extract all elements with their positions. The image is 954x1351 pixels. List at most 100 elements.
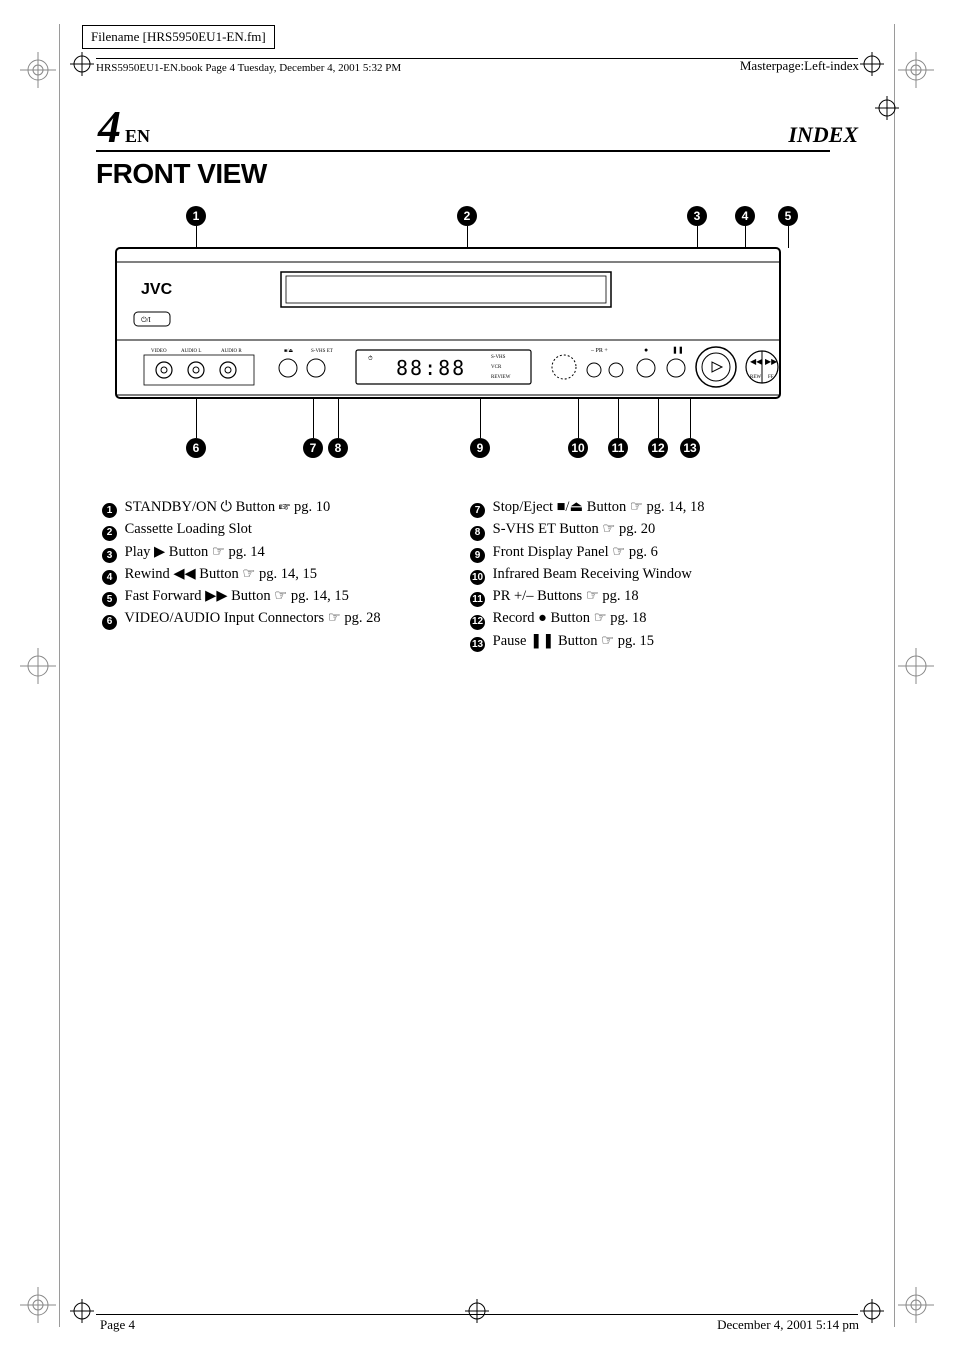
svg-text:❚❚: ❚❚ bbox=[672, 346, 684, 354]
vcr-svg: JVC ⏻/I VIDEO AUDIO L AUDIO R ■/⏏ S-VHS … bbox=[96, 200, 800, 480]
callout-number: 8 bbox=[328, 438, 348, 458]
legend-item: 9 Front Display Panel ☞ pg. 6 bbox=[470, 543, 840, 563]
reg-target-mr bbox=[898, 648, 934, 684]
svg-text:◀◀: ◀◀ bbox=[750, 357, 763, 366]
svg-text:– PR +: – PR + bbox=[590, 348, 608, 354]
legend-bullet: 6 bbox=[102, 615, 117, 630]
legend-item: 8 S-VHS ET Button ☞ pg. 20 bbox=[470, 520, 840, 540]
svg-text:REW: REW bbox=[750, 375, 761, 380]
legend-item: 11 PR +/– Buttons ☞ pg. 18 bbox=[470, 587, 840, 607]
legend-bullet: 10 bbox=[470, 570, 485, 585]
callout-number: 5 bbox=[778, 206, 798, 226]
legend-bullet: 5 bbox=[102, 592, 117, 607]
legend-bullet: 9 bbox=[470, 548, 485, 563]
callout-number: 12 bbox=[648, 438, 668, 458]
cropmark-bl bbox=[70, 1299, 94, 1323]
legend-text: Record ● Button ☞ pg. 18 bbox=[489, 610, 646, 626]
cropmark-tr bbox=[860, 52, 884, 76]
svg-text:FF: FF bbox=[768, 375, 774, 380]
legend-text: S-VHS ET Button ☞ pg. 20 bbox=[489, 521, 655, 537]
callout-number: 7 bbox=[303, 438, 323, 458]
svg-text:⏱: ⏱ bbox=[368, 355, 373, 362]
legend-right: 7 Stop/Eject ■/⏏ Button ☞ pg. 14, 18 8 S-… bbox=[470, 498, 840, 654]
callout-number: 13 bbox=[680, 438, 700, 458]
legend-bullet: 2 bbox=[102, 526, 117, 541]
legend-bullet: 1 bbox=[102, 503, 117, 518]
legend-bullet: 4 bbox=[102, 570, 117, 585]
legend-item: 3 Play ▶ Button ☞ pg. 14 bbox=[102, 543, 462, 563]
callout-number: 3 bbox=[687, 206, 707, 226]
callout-line bbox=[196, 398, 197, 438]
legend-text: STANDBY/ON ⏻ Button ☞ pg. 10 bbox=[121, 499, 330, 515]
legend-text: Rewind ◀◀ Button ☞ pg. 14, 15 bbox=[121, 566, 317, 582]
cropmark-bc bbox=[465, 1299, 489, 1323]
legend-item: 13 Pause ❚❚ Button ☞ pg. 15 bbox=[470, 632, 840, 652]
svg-text:AUDIO L: AUDIO L bbox=[181, 349, 201, 354]
reg-target-tl bbox=[20, 52, 56, 88]
callout-number: 6 bbox=[186, 438, 206, 458]
cropmark-tl bbox=[70, 52, 94, 76]
svg-text:AUDIO R: AUDIO R bbox=[221, 349, 242, 354]
legend-text: VIDEO/AUDIO Input Connectors ☞ pg. 28 bbox=[121, 610, 381, 626]
legend-item: 10 Infrared Beam Receiving Window bbox=[470, 565, 840, 585]
callout-line bbox=[467, 226, 468, 248]
svg-text:REVIEW: REVIEW bbox=[491, 375, 511, 380]
callout-line bbox=[658, 398, 659, 438]
legend-bullet: 7 bbox=[470, 503, 485, 518]
callout-line bbox=[697, 226, 698, 248]
callout-number: 11 bbox=[608, 438, 628, 458]
footer-left: Page 4 bbox=[100, 1317, 135, 1333]
legend-item: 4 Rewind ◀◀ Button ☞ pg. 14, 15 bbox=[102, 565, 462, 585]
page-number-block: 4EN bbox=[98, 100, 150, 153]
callout-line bbox=[578, 398, 579, 438]
front-view-diagram: JVC ⏻/I VIDEO AUDIO L AUDIO R ■/⏏ S-VHS … bbox=[96, 200, 800, 480]
legend-text: PR +/– Buttons ☞ pg. 18 bbox=[489, 588, 639, 604]
svg-text:S-VHS ET: S-VHS ET bbox=[311, 349, 333, 354]
legend-text: Cassette Loading Slot bbox=[121, 521, 252, 537]
callout-number: 2 bbox=[457, 206, 477, 226]
legend-bullet: 12 bbox=[470, 615, 485, 630]
legend-bullet: 11 bbox=[470, 592, 485, 607]
svg-text:■/⏏: ■/⏏ bbox=[284, 349, 293, 354]
legend-text: Pause ❚❚ Button ☞ pg. 15 bbox=[489, 633, 654, 649]
callout-number: 1 bbox=[186, 206, 206, 226]
callout-number: 9 bbox=[470, 438, 490, 458]
callout-line bbox=[690, 398, 691, 438]
callout-line bbox=[338, 398, 339, 438]
legend-text: Fast Forward ▶▶ Button ☞ pg. 14, 15 bbox=[121, 588, 349, 604]
callout-line bbox=[480, 398, 481, 438]
legend-bullet: 13 bbox=[470, 637, 485, 652]
header-left-text: HRS5950EU1-EN.book Page 4 Tuesday, Decem… bbox=[96, 62, 401, 74]
callout-line bbox=[196, 226, 197, 248]
reg-target-ml bbox=[20, 648, 56, 684]
svg-text:S-VHS: S-VHS bbox=[491, 355, 506, 360]
legend-item: 12 Record ● Button ☞ pg. 18 bbox=[470, 609, 840, 629]
callout-line bbox=[618, 398, 619, 438]
header-right-text: Masterpage:Left-index bbox=[740, 58, 859, 74]
top-rule bbox=[96, 150, 830, 152]
legend-left: 1 STANDBY/ON ⏻ Button ☞ pg. 10 2 Cassette… bbox=[102, 498, 462, 632]
cropmark-mr2 bbox=[875, 96, 899, 120]
legend-text: Front Display Panel ☞ pg. 6 bbox=[489, 544, 658, 560]
legend-bullet: 8 bbox=[470, 526, 485, 541]
svg-text:VCR: VCR bbox=[491, 365, 502, 370]
svg-text:VIDEO: VIDEO bbox=[151, 349, 167, 354]
footer-right: December 4, 2001 5:14 pm bbox=[717, 1317, 859, 1333]
filename-box: Filename [HRS5950EU1-EN.fm] bbox=[82, 25, 275, 49]
page-lang: EN bbox=[125, 126, 150, 146]
callout-line bbox=[788, 226, 789, 248]
svg-text:▶▶: ▶▶ bbox=[765, 357, 778, 366]
callout-number: 4 bbox=[735, 206, 755, 226]
legend-item: 5 Fast Forward ▶▶ Button ☞ pg. 14, 15 bbox=[102, 587, 462, 607]
index-label: INDEX bbox=[788, 122, 858, 148]
footer-rule bbox=[96, 1314, 858, 1315]
reg-target-br bbox=[898, 1287, 934, 1323]
legend-text: Stop/Eject ■/⏏ Button ☞ pg. 14, 18 bbox=[489, 499, 705, 515]
legend-bullet: 3 bbox=[102, 548, 117, 563]
callout-line bbox=[745, 226, 746, 248]
legend-item: 2 Cassette Loading Slot bbox=[102, 520, 462, 540]
section-title: FRONT VIEW bbox=[96, 158, 267, 190]
legend-text: Infrared Beam Receiving Window bbox=[489, 566, 692, 582]
legend-item: 6 VIDEO/AUDIO Input Connectors ☞ pg. 28 bbox=[102, 609, 462, 629]
display-value: 88:88 bbox=[396, 356, 466, 380]
